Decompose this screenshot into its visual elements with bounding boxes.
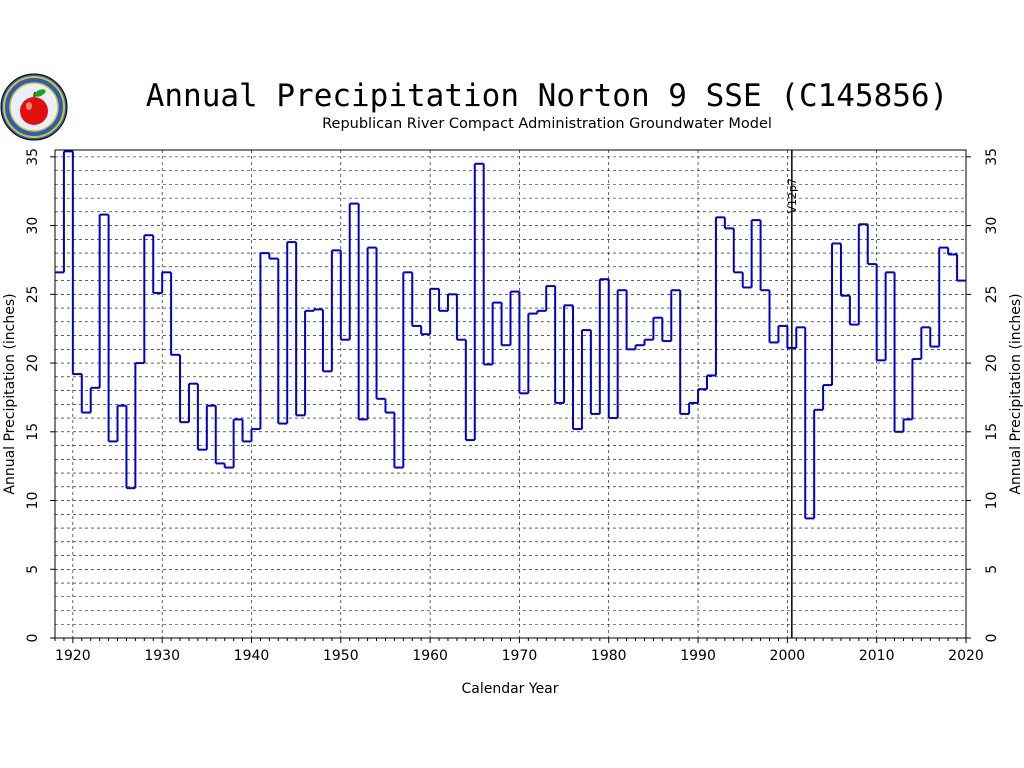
plot-area: [54, 149, 967, 639]
x-tick-label: 1950: [323, 648, 359, 664]
y-tick-label-right: 0: [984, 634, 1000, 643]
y-axis-label-right: Annual Precipitation (inches): [1008, 293, 1024, 494]
apple-seal-logo: [0, 73, 68, 141]
x-tick-label: 1990: [680, 648, 716, 664]
x-tick-label: 2000: [770, 648, 806, 664]
x-tick-label: 1970: [502, 648, 538, 664]
x-tick-label: 1920: [55, 648, 91, 664]
y-tick-label-left: 20: [25, 354, 41, 372]
y-tick-label-right: 10: [984, 492, 1000, 510]
chart-subtitle: Republican River Compact Administration …: [322, 116, 772, 132]
y-tick-label-right: 15: [984, 423, 1000, 441]
x-tick-label: 1940: [234, 648, 270, 664]
y-axis-label-left: Annual Precipitation (inches): [2, 293, 18, 494]
x-axis-label: Calendar Year: [461, 681, 558, 697]
chart-title: Annual Precipitation Norton 9 SSE (C1458…: [146, 78, 949, 114]
y-tick-label-right: 20: [984, 354, 1000, 372]
y-tick-label-right: 5: [984, 565, 1000, 574]
x-tick-label: 1930: [144, 648, 180, 664]
y-tick-label-left: 25: [25, 285, 41, 303]
x-tick-label: 1980: [591, 648, 627, 664]
x-tick-label: 2010: [859, 648, 895, 664]
y-tick-label-right: 25: [984, 285, 1000, 303]
data-series: [55, 150, 966, 520]
y-tick-label-left: 0: [25, 634, 41, 643]
annotation: V12p7: [786, 150, 799, 638]
y-tick-label-right: 30: [984, 217, 1000, 235]
y-tick-label-right: 35: [984, 148, 1000, 166]
x-tick-label: 2020: [948, 648, 984, 664]
y-tick-label-left: 30: [25, 217, 41, 235]
y-tick-label-left: 35: [25, 148, 41, 166]
y-tick-label-left: 10: [25, 492, 41, 510]
axis-ticks: 1920 1930 1940 1950 1960 1970 1980 1990 2000 2010…: [25, 148, 1000, 664]
gridlines: [55, 150, 966, 638]
y-tick-label-left: 5: [25, 565, 41, 574]
x-tick-label: 1960: [412, 648, 448, 664]
y-tick-label-left: 15: [25, 423, 41, 441]
annotation-label: V12p7: [786, 178, 799, 214]
